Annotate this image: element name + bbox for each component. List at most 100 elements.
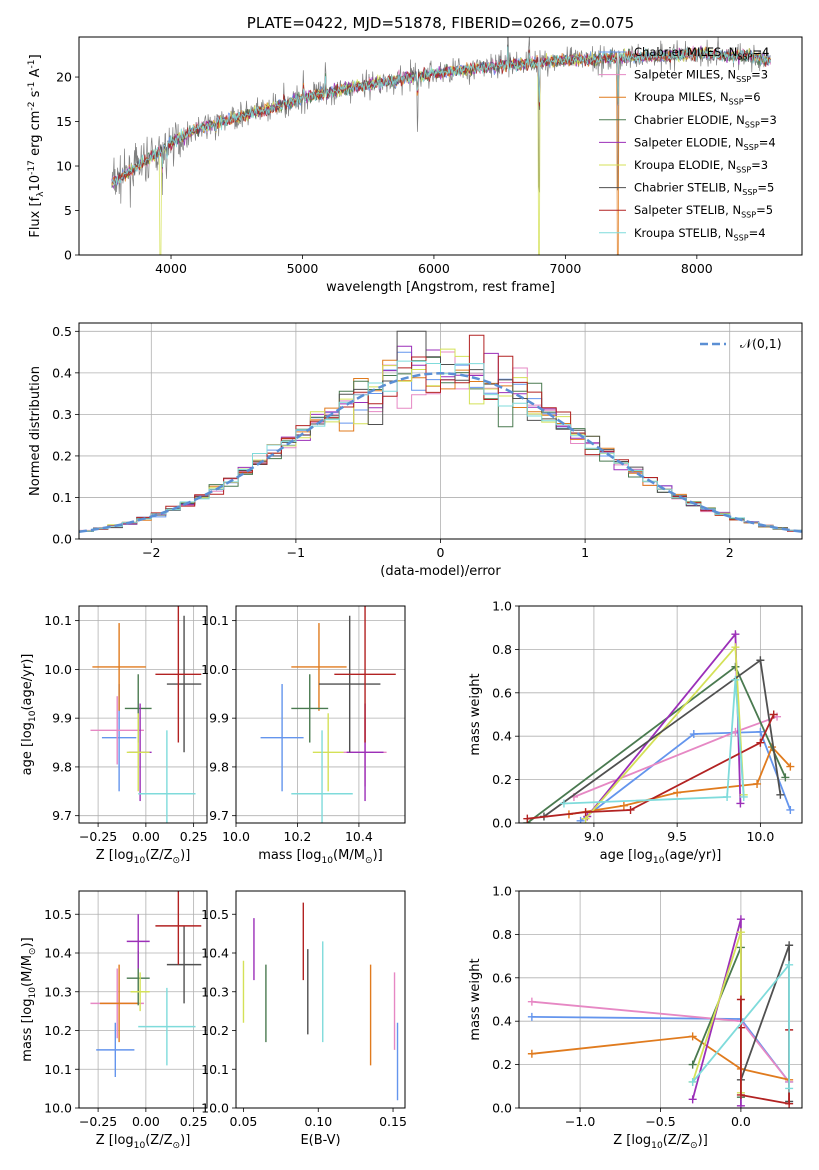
axes-frame [518, 890, 803, 1109]
error-bar-point-6 [318, 615, 381, 753]
y-axis-label: mass weight [468, 673, 483, 755]
mass-weight-line-2 [568, 745, 791, 816]
error-bar-point-3 [291, 674, 329, 743]
mass-weight-marker [731, 630, 740, 639]
axes-frame [78, 36, 803, 256]
plot-area-age_mass [260, 606, 396, 823]
y-tick-label: 10 [56, 159, 72, 174]
axes-frame [78, 605, 208, 824]
y-tick-label: 10.1 [44, 613, 72, 628]
x-tick-label: 0.00 [132, 829, 160, 844]
mass-weight-marker [785, 960, 794, 969]
x-tick-label: 1 [581, 545, 589, 560]
error-bar-point-5 [312, 713, 344, 792]
plot-area-spectrum [111, 37, 771, 255]
error-bar-point-8 [291, 730, 353, 823]
y-tick-label: 0.2 [492, 772, 512, 787]
mass-weight-marker [527, 1049, 536, 1058]
mass-weight-marker [626, 805, 635, 814]
y-tick-label: 0.6 [492, 970, 512, 985]
error-bar-point-2 [100, 964, 139, 1043]
error-bar-point-0 [260, 684, 304, 792]
y-tick-label: 1.0 [492, 599, 512, 614]
error-bar-point-2 [92, 623, 146, 711]
mass-weight-marker [688, 1060, 697, 1069]
x-tick-label: 4000 [155, 261, 187, 276]
mass-weight-marker [753, 779, 762, 788]
x-axis-label: Z [log10​(Z/Z⊙​)] [96, 848, 191, 866]
x-axis-label: Z [log10​(Z/Z⊙​)] [96, 1133, 191, 1151]
x-axis-label: E(B-V) [300, 1133, 340, 1148]
mass-weight-line-8 [563, 679, 745, 805]
mass-weight-marker [736, 915, 745, 924]
x-tick-label: −1.0 [565, 1114, 595, 1129]
y-tick-label: 15 [56, 114, 72, 129]
normal-distribution-line [79, 372, 802, 533]
y-tick-label: 10.1 [201, 1062, 229, 1077]
mass-weight-marker [688, 1077, 697, 1086]
mass-weight-marker [736, 799, 745, 808]
legend-spectrum: Chabrier MILES, NSSP​=4 Salpeter MILES, N… [599, 45, 777, 242]
mass-weight-line-0 [580, 730, 792, 822]
y-tick-label: 9.7 [209, 808, 229, 823]
y-tick-label: 0.8 [492, 642, 512, 657]
mass-weight-marker [736, 995, 745, 1004]
y-tick-label: 1.0 [492, 884, 512, 899]
x-axis-label: wavelength [Angstrom, rest frame] [326, 280, 555, 295]
model-spectrum-line-8 [111, 46, 771, 185]
axes-frame [78, 890, 208, 1109]
mass-weight-marker [756, 727, 765, 736]
x-tick-label: 5000 [287, 261, 319, 276]
legend-label-4: Salpeter ELODIE, NSSP​=4 [634, 135, 776, 151]
error-bar-point-1 [90, 696, 144, 765]
chart-title: PLATE=0422, MJD=51878, FIBERID=0266, z=0… [247, 14, 634, 32]
mass-weight-marker [736, 1090, 745, 1099]
mass-weight-marker [523, 814, 532, 823]
y-tick-label: 0.4 [52, 365, 72, 380]
x-tick-label: 8000 [681, 261, 713, 276]
x-tick-label: 10.2 [284, 829, 312, 844]
y-tick-label: 9.9 [209, 711, 229, 726]
y-tick-label: 0.5 [52, 324, 72, 339]
mass-weight-marker [527, 1012, 536, 1021]
observed-spectrum-line [111, 37, 771, 208]
error-bar-point-5 [130, 972, 150, 1012]
plot-area-mass_EBV [242, 902, 399, 1101]
error-bar-point-6 [166, 615, 202, 753]
x-tick-label: −0.25 [79, 1114, 117, 1129]
y-tick-label: 10.1 [44, 1062, 72, 1077]
mass-weight-marker [769, 710, 778, 719]
mass-weight-marker [786, 805, 795, 814]
plot-area-weight_Z [527, 915, 794, 1108]
plot-area-age_Z [90, 606, 202, 823]
y-tick-label: 5 [64, 203, 72, 218]
y-axis-label: mass [log10​(M/M⊙​)] [20, 937, 38, 1061]
x-tick-label: 0.15 [379, 1114, 407, 1129]
y-axis-label: Flux [fλ​10-17​ erg cm-2​ s-1​ A-1​] [27, 54, 46, 237]
legend-label-2: Kroupa MILES, NSSP​=6 [634, 90, 761, 106]
mass-weight-marker [689, 730, 698, 739]
x-tick-label: 0.0 [731, 1114, 751, 1129]
mass-weight-marker [527, 997, 536, 1006]
axes-frame [235, 890, 406, 1109]
axes-spectrum: 4000 5000 6000 7000 8000 0 5 10 15 20 wavelength [… [27, 36, 803, 295]
x-axis-label: Z [log10​(Z/Z⊙​)] [613, 1133, 708, 1151]
mass-weight-marker [739, 792, 748, 801]
axes-mass_EBV: 0.05 0.10 0.15 10.0 10.1 10.2 10.3 10.4 10.5 E(B-… [201, 890, 407, 1148]
y-tick-label: 10.5 [201, 907, 229, 922]
y-tick-label: 0.8 [492, 927, 512, 942]
legend-label-5: Kroupa ELODIE, NSSP​=3 [634, 158, 768, 174]
mass-weight-marker [581, 808, 590, 817]
x-tick-label: −1 [287, 545, 305, 560]
y-tick-label: 10.0 [44, 1101, 72, 1116]
legend-label-7: Salpeter STELIB, NSSP​=5 [634, 203, 773, 219]
y-tick-label: 10.3 [44, 984, 72, 999]
mass-weight-marker [619, 801, 628, 810]
legend-label-normal: 𝒩(0,1) [740, 336, 782, 351]
mass-weight-marker [756, 656, 765, 665]
error-bar-point-2 [291, 623, 347, 711]
mass-weight-marker [723, 792, 732, 801]
axes-frame [235, 605, 406, 824]
y-tick-label: 10.5 [44, 907, 72, 922]
y-tick-label: 10.3 [201, 984, 229, 999]
